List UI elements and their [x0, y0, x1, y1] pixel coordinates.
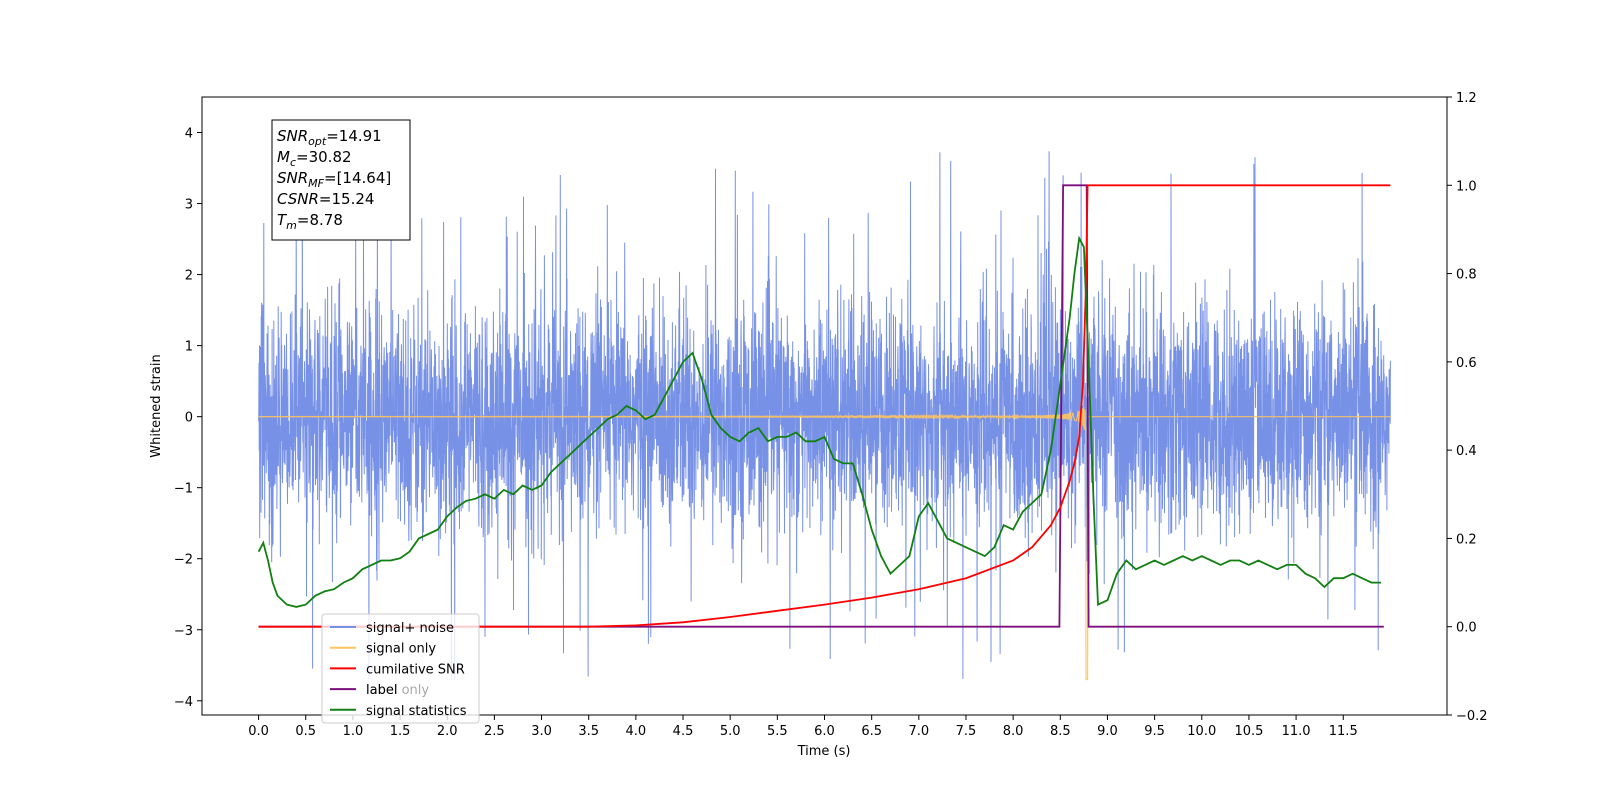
annotation-line: SNRopt=14.91 [277, 127, 382, 148]
x-tick-label: 9.5 [1144, 724, 1165, 739]
x-tick-label: 10.5 [1234, 724, 1263, 739]
legend-entry-label: cumilative SNR [366, 662, 465, 677]
y-tick-label-right: 1.2 [1456, 91, 1477, 106]
x-tick-label: 7.0 [908, 724, 929, 739]
snr-annotation-box: SNRopt=14.91Mc=30.82SNRMF=[14.64]CSNR=15… [271, 119, 411, 241]
x-tick-label: 5.5 [767, 724, 788, 739]
y-tick-label-left: 3 [185, 198, 193, 213]
annotation-line: Mc=30.82 [277, 148, 352, 169]
x-tick-label: 4.0 [626, 724, 647, 739]
annotation-line: SNRMF=[14.64] [277, 169, 391, 190]
x-tick-label: 9.0 [1097, 724, 1118, 739]
y-tick-label-right: 0.2 [1456, 532, 1477, 547]
x-tick-label: 3.0 [531, 724, 552, 739]
y-tick-label-left: −4 [174, 695, 193, 710]
y-tick-label-left: 2 [185, 269, 193, 284]
series-label-line [258, 184, 1384, 628]
x-tick-label: 1.0 [343, 724, 364, 739]
legend-entry-label: signal only [366, 642, 436, 657]
x-tick-label: 0.5 [295, 724, 316, 739]
annotation-line: Tm=8.78 [277, 211, 343, 232]
y-tick-label-right: 0.6 [1456, 356, 1477, 371]
annotation-frame [271, 119, 411, 241]
x-tick-label: 0.0 [248, 724, 269, 739]
y-tick-label-right: 0.0 [1456, 621, 1477, 636]
x-tick-label: 8.5 [1050, 724, 1071, 739]
axes: 0.0 0.5 1.0 1.5 2.0 2.5 3.0 3.5 4.0 4.5 5.0 5.5 6.0 6… [174, 91, 1488, 739]
annotation-line: CSNR=15.24 [277, 190, 374, 208]
legend-entry-label: signal+ noise [366, 621, 454, 636]
series-signal-only-line [258, 406, 1391, 681]
legend-entry-label-ghost: label only [366, 683, 429, 698]
y-tick-label-left: −3 [174, 624, 193, 639]
x-tick-label: 11.5 [1329, 724, 1358, 739]
x-tick-label: 5.0 [720, 724, 741, 739]
y-tick-label-right: −0.2 [1456, 709, 1488, 724]
x-axis-label: Time (s) [797, 744, 851, 759]
legend-entry-label: label [366, 683, 397, 698]
x-tick-label: 1.5 [390, 724, 411, 739]
y-tick-label-left: 4 [185, 127, 193, 142]
legend-entry-label: signal statistics [366, 704, 467, 719]
x-tick-label: 4.5 [673, 724, 694, 739]
x-tick-label: 6.0 [814, 724, 835, 739]
y-tick-label-left: −1 [174, 482, 193, 497]
x-tick-label: 6.5 [861, 724, 882, 739]
x-tick-label: 8.0 [1003, 724, 1024, 739]
x-tick-label: 2.5 [484, 724, 505, 739]
series-signal-statistics-line [257, 235, 1381, 608]
y-tick-label-left: 1 [185, 340, 193, 355]
series-signal-noise-line [258, 151, 1391, 680]
y-tick-label-right: 0.4 [1456, 444, 1477, 459]
y-tick-label-left: −2 [174, 553, 193, 568]
x-tick-label: 7.5 [956, 724, 977, 739]
x-tick-label: 11.0 [1282, 724, 1311, 739]
x-tick-label: 3.5 [578, 724, 599, 739]
legend: signal+ noise signal only cumilative SNR la… [321, 613, 480, 724]
series-cumulative-snr-line [258, 184, 1391, 628]
y-tick-label-left: 0 [185, 411, 193, 426]
x-tick-label: 10.0 [1187, 724, 1216, 739]
plot-area [257, 151, 1391, 681]
y-tick-label-right: 1.0 [1456, 179, 1477, 194]
y-tick-label-right: 0.8 [1456, 268, 1477, 283]
legend-frame [321, 613, 480, 724]
x-tick-label: 2.0 [437, 724, 458, 739]
y-axis-label-left: Whitened strain [149, 354, 164, 457]
